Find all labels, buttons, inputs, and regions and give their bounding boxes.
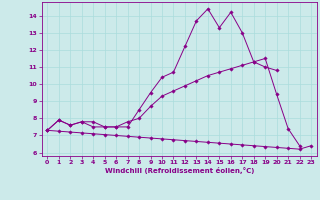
X-axis label: Windchill (Refroidissement éolien,°C): Windchill (Refroidissement éolien,°C) <box>105 167 254 174</box>
